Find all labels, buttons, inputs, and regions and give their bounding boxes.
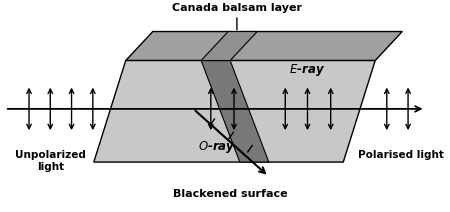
Polygon shape [201,32,257,61]
Text: $\mathit{O}$-ray: $\mathit{O}$-ray [198,139,236,155]
Text: Blackened surface: Blackened surface [173,189,288,199]
Text: Polarised light: Polarised light [358,151,444,160]
Text: $\mathit{E}$-ray: $\mathit{E}$-ray [289,62,325,78]
Polygon shape [126,32,402,61]
Polygon shape [201,61,269,162]
Text: Canada balsam layer: Canada balsam layer [172,3,302,13]
Text: Unpolarized
light: Unpolarized light [15,151,86,172]
Polygon shape [94,61,375,162]
